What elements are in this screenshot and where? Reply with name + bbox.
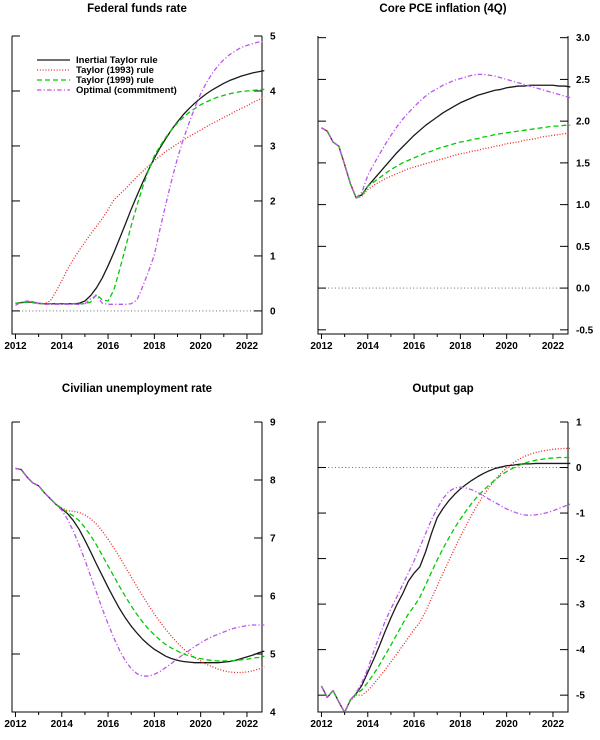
x-tick-label: 2014 [51,719,74,730]
x-tick-label: 2020 [496,341,519,352]
y-tick-label: 1.0 [576,200,590,211]
x-tick-label: 2014 [51,341,74,352]
panel-title: Output gap [412,383,474,395]
x-tick-label: 2014 [357,719,380,730]
y-axis: 0 1 2 3 4 5 [12,32,276,317]
y-tick-label: 4 [270,86,276,97]
legend-label: Taylor (1993) rule [76,65,154,76]
x-tick-label: 2022 [236,719,259,730]
x-tick-label: 2012 [4,719,27,730]
y-tick-label: 1.5 [576,158,590,169]
y-tick-label: 0 [270,306,276,317]
series-purple [321,73,571,199]
x-tick-label: 2016 [97,719,120,730]
panel-civilian-unemployment-rate: Civilian unemployment rate 4 5 6 7 8 9 2012 201… [0,370,300,740]
x-tick-label: 2012 [4,341,27,352]
y-tick-label: 2.5 [576,75,590,86]
x-tick-label: 2018 [449,719,472,730]
y-tick-label: 0.5 [576,242,590,253]
x-tick-label: 2018 [143,341,166,352]
y-tick-label: 0 [576,463,582,474]
y-tick-label: 4 [270,708,276,719]
series-red [320,447,571,714]
y-tick-label: -5 [576,691,585,702]
y-tick-label: -0.5 [576,325,594,336]
plot-frame [11,36,263,335]
chart-output-gap: -5 -4 -3 -2 -1 0 1 2012 2014 2016 2018 2020 2022 [310,418,585,731]
panel-output-gap: Output gap -5 -4 -3 -2 -1 0 1 2012 2014 2016 2018 2… [300,370,600,740]
x-tick-label: 2018 [143,719,166,730]
y-tick-label: 8 [270,476,276,487]
plot-frame [11,422,263,713]
x-tick-label: 2020 [190,341,213,352]
plot-frame [317,422,569,713]
y-tick-label: 1 [270,251,276,262]
y-tick-label: 2 [270,196,276,207]
x-tick-label: 2012 [310,341,333,352]
chart-federal-funds-rate: 0 1 2 3 4 5 2012 2014 2016 2018 2020 2022 Inertial T… [4,32,276,353]
series-green [320,456,571,714]
series-black [320,462,571,714]
x-tick-label: 2022 [542,341,565,352]
x-tick-label: 2022 [542,719,565,730]
panel-federal-funds-rate: Federal funds rate 0 1 2 3 4 5 2012 2014 2016 201… [0,0,300,370]
x-axis: 2012 2014 2016 2018 2020 2022 [4,712,259,730]
y-axis: 4 5 6 7 8 9 [12,418,276,719]
series-black [15,70,265,305]
panel-title: Civilian unemployment rate [61,383,213,395]
y-tick-label: 1 [576,418,582,429]
x-tick-label: 2012 [310,719,333,730]
series-black [15,467,265,664]
x-tick-label: 2018 [449,341,472,352]
y-tick-label: -4 [576,645,585,656]
legend-label: Optimal (commitment) [76,85,177,96]
y-tick-label: 3.0 [576,33,590,44]
legend-label: Inertial Taylor rule [76,55,158,66]
series-purple [320,486,571,714]
legend-label: Taylor (1999) rule [76,75,154,86]
series-purple [15,40,265,306]
series-red [15,96,265,305]
series-green [15,467,265,662]
y-tick-label: 5 [270,650,276,661]
panel-title: Federal funds rate [87,3,187,15]
x-tick-label: 2016 [403,341,426,352]
series-black [321,84,571,199]
y-tick-label: -1 [576,509,585,520]
x-tick-label: 2022 [236,341,259,352]
x-tick-label: 2016 [403,719,426,730]
panel-title: Core PCE inflation (4Q) [379,3,507,15]
x-tick-label: 2020 [190,719,213,730]
y-tick-label: -3 [576,600,585,611]
y-tick-label: 6 [270,592,276,603]
series-purple [15,467,265,677]
y-tick-label: 3 [270,141,276,152]
panel-core-pce-inflation: Core PCE inflation (4Q) -0.5 0.0 0.5 1.0 1.5… [300,0,600,370]
series-green [321,124,571,199]
x-axis: 2012 2014 2016 2018 2020 2022 [310,334,565,352]
chart-civilian-unemployment-rate: 4 5 6 7 8 9 2012 2014 2016 2018 2020 2022 [4,418,276,731]
y-axis: -5 -4 -3 -2 -1 0 1 [318,418,585,702]
y-tick-label: 7 [270,534,276,545]
y-tick-label: 2.0 [576,117,590,128]
x-tick-label: 2014 [357,341,380,352]
y-tick-label: -2 [576,554,585,565]
series-red [321,127,571,199]
series-green [15,88,265,305]
x-tick-label: 2020 [496,719,519,730]
plot-frame [317,36,569,335]
x-axis: 2012 2014 2016 2018 2020 2022 [4,334,259,352]
x-axis: 2012 2014 2016 2018 2020 2022 [310,712,565,730]
series-red [15,467,265,674]
y-tick-label: 5 [270,32,276,43]
y-axis: -0.5 0.0 0.5 1.0 1.5 2.0 2.5 3.0 [318,33,594,336]
y-tick-label: 0.0 [576,284,590,295]
x-tick-label: 2016 [97,341,120,352]
y-tick-label: 9 [270,418,276,429]
